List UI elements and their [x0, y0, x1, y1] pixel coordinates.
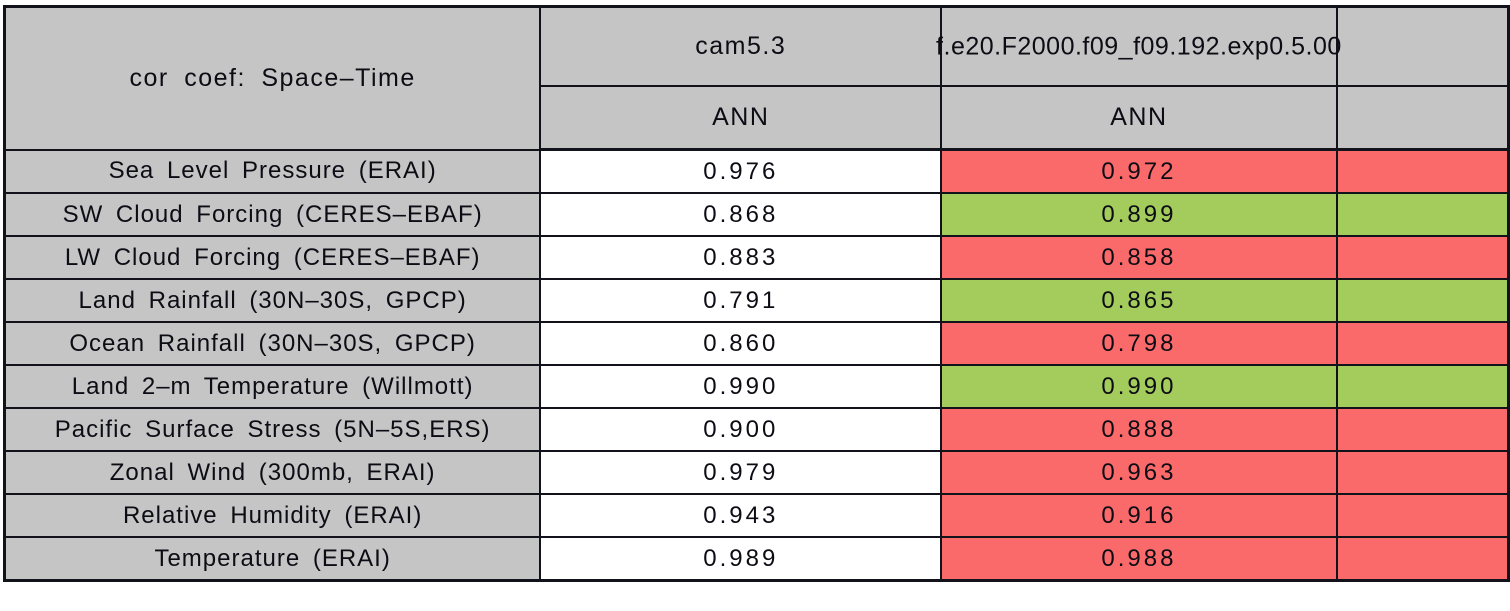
row-label: Temperature (ERAI) [3, 536, 542, 582]
experiment-value: 0.858 [940, 235, 1338, 280]
experiment-value: 0.988 [940, 536, 1338, 582]
column-header-experiment: f.e20.F2000.f09_f09.192.exp0.5.00 [936, 5, 1341, 87]
model-header-row: cor coef: Space–Time cam5.3 f.e20.F2000.… [3, 5, 1510, 151]
clipped-cell [1335, 450, 1510, 495]
row-label: Relative Humidity (ERAI) [3, 493, 542, 538]
row-label: Ocean Rainfall (30N–30S, GPCP) [3, 321, 542, 366]
experiment-value: 0.916 [940, 493, 1338, 538]
cam-value: 0.883 [539, 235, 943, 280]
table-row: SW Cloud Forcing (CERES–EBAF) 0.868 0.89… [3, 192, 1510, 237]
clipped-cell [1335, 148, 1510, 194]
clipped-column-header [1335, 5, 1510, 87]
clipped-cell [1335, 235, 1510, 280]
table-row: Ocean Rainfall (30N–30S, GPCP) 0.860 0.7… [3, 321, 1510, 366]
column-header-cam: cam5.3 [539, 5, 943, 87]
clipped-cell [1335, 493, 1510, 538]
row-label: Pacific Surface Stress (5N–5S,ERS) [3, 407, 542, 452]
season-header-row: ANN ANN [5, 85, 1510, 151]
experiment-value: 0.798 [940, 321, 1338, 366]
cam-value: 0.990 [539, 364, 943, 409]
cam-value: 0.989 [539, 536, 943, 582]
cor-coef-table: cor coef: Space–Time cam5.3 f.e20.F2000.… [3, 5, 1510, 582]
clipped-season-header [1335, 85, 1510, 151]
cam-value: 0.791 [539, 278, 943, 323]
experiment-value: 0.972 [940, 148, 1338, 194]
experiment-value: 0.865 [940, 278, 1338, 323]
cam-value: 0.943 [539, 493, 943, 538]
table-row: Relative Humidity (ERAI) 0.943 0.916 [3, 493, 1510, 538]
row-label: SW Cloud Forcing (CERES–EBAF) [3, 192, 542, 237]
clipped-cell [1335, 321, 1510, 366]
cam-value: 0.979 [539, 450, 943, 495]
table-title: cor coef: Space–Time [3, 5, 542, 151]
clipped-cell [1335, 536, 1510, 582]
row-label: Sea Level Pressure (ERAI) [3, 148, 542, 194]
experiment-value: 0.963 [940, 450, 1338, 495]
experiment-value: 0.888 [940, 407, 1338, 452]
table-row: Land Rainfall (30N–30S, GPCP) 0.791 0.86… [3, 278, 1510, 323]
clipped-cell [1335, 278, 1510, 323]
cam-value: 0.976 [539, 148, 943, 194]
clipped-cell [1335, 364, 1510, 409]
cam-value: 0.900 [539, 407, 943, 452]
row-label: Land 2–m Temperature (Willmott) [3, 364, 542, 409]
season-header-cam: ANN [539, 85, 943, 151]
table-row: Sea Level Pressure (ERAI) 0.976 0.972 [3, 148, 1510, 194]
clipped-cell [1335, 192, 1510, 237]
row-label: LW Cloud Forcing (CERES–EBAF) [3, 235, 542, 280]
row-label: Land Rainfall (30N–30S, GPCP) [3, 278, 542, 323]
season-header-experiment: ANN [940, 85, 1338, 151]
cam-value: 0.868 [539, 192, 943, 237]
table-row: LW Cloud Forcing (CERES–EBAF) 0.883 0.85… [3, 235, 1510, 280]
experiment-name-label: f.e20.F2000.f09_f09.192.exp0.5.00 [936, 32, 1342, 60]
table-row: Land 2–m Temperature (Willmott) 0.990 0.… [3, 364, 1510, 409]
table-row: Pacific Surface Stress (5N–5S,ERS) 0.900… [3, 407, 1510, 452]
clipped-cell [1335, 407, 1510, 452]
experiment-value: 0.899 [940, 192, 1338, 237]
table-row: Zonal Wind (300mb, ERAI) 0.979 0.963 [3, 450, 1510, 495]
cam-value: 0.860 [539, 321, 943, 366]
table-row: Temperature (ERAI) 0.989 0.988 [3, 536, 1510, 582]
row-label: Zonal Wind (300mb, ERAI) [3, 450, 542, 495]
experiment-value: 0.990 [940, 364, 1338, 409]
